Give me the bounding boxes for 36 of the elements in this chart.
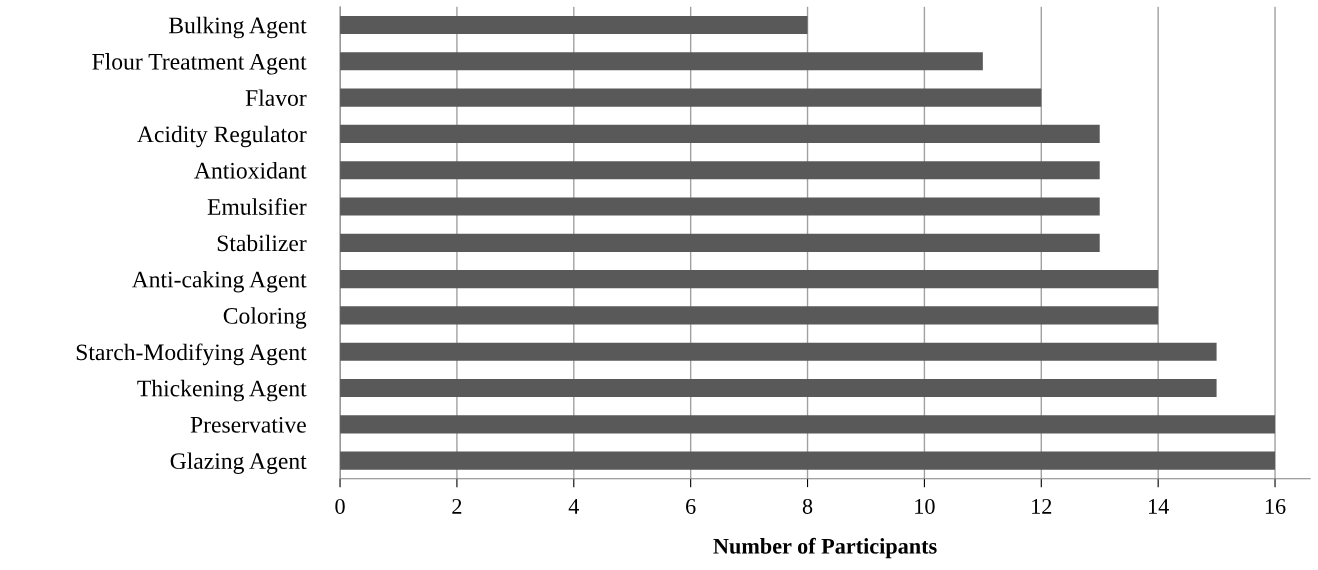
- y-tick-label: Starch-Modifying Agent: [76, 343, 307, 366]
- x-tick-label: 14: [1149, 498, 1169, 514]
- x-tick-label: 10: [915, 498, 935, 514]
- x-tick-label: 8: [802, 498, 813, 514]
- y-tick-label: Thickening Agent: [137, 379, 307, 402]
- bar: [340, 451, 1276, 470]
- x-tick-label: 16: [1265, 498, 1286, 514]
- y-tick-label: Anti-caking Agent: [131, 270, 307, 293]
- y-tick-label: Bulking Agent: [168, 16, 307, 39]
- bar: [340, 270, 1159, 289]
- y-tick-label: Stabilizer: [217, 234, 307, 252]
- bar: [340, 306, 1159, 325]
- bar: [340, 342, 1217, 361]
- y-tick-label: Flavor: [245, 89, 307, 107]
- bar: [340, 52, 983, 71]
- y-tick-label: Acidity Regulator: [137, 125, 307, 148]
- x-tick-label: 0: [335, 498, 345, 514]
- y-tick-label: Coloring: [223, 307, 307, 329]
- bar: [340, 378, 1217, 398]
- bar: [340, 15, 808, 35]
- bar: [340, 161, 1100, 180]
- bar: [340, 233, 1100, 252]
- x-tick-label: 2: [452, 498, 462, 514]
- x-tick-label: 6: [686, 498, 696, 514]
- bar: [340, 197, 1100, 216]
- y-tick-label: Emulsifier: [207, 198, 307, 215]
- bar: [340, 88, 1042, 107]
- x-axis-title: Number of Participants: [713, 537, 937, 559]
- y-tick-label: Glazing Agent: [170, 452, 307, 474]
- x-tick-label: 4: [568, 499, 579, 514]
- bar: [340, 124, 1100, 143]
- y-tick-label: Antioxidant: [194, 162, 307, 179]
- bar: [340, 415, 1276, 434]
- y-tick-label: Preservative: [190, 416, 306, 433]
- x-tick-label: 12: [1032, 498, 1052, 514]
- y-tick-label: Flour Treatment Agent: [92, 53, 307, 75]
